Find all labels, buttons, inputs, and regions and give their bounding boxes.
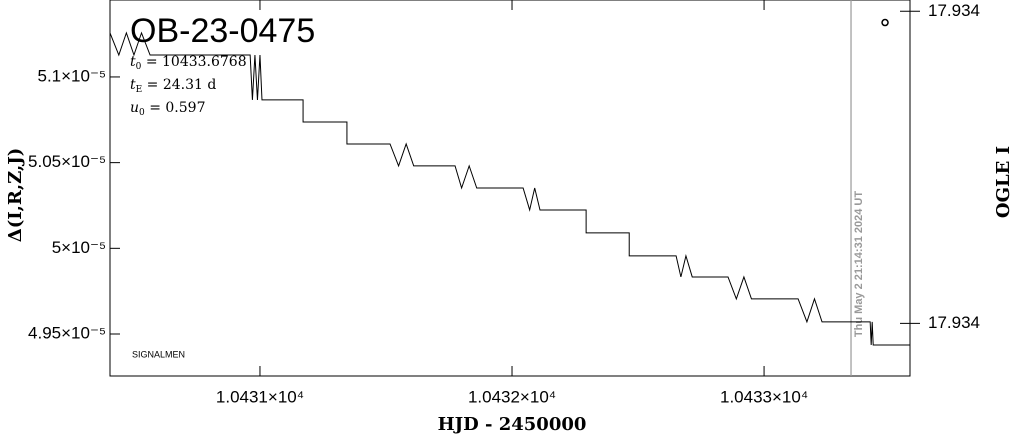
y2-axis-label: OGLE I xyxy=(993,146,1014,218)
param-symbol: t xyxy=(130,77,136,93)
data-point xyxy=(881,18,889,27)
param-value: = 24.31 d xyxy=(142,77,216,93)
param: t0 = 10433.6768 xyxy=(130,54,247,72)
credit: SIGNALMEN xyxy=(132,349,185,359)
y-tick-label: 5.1×10⁻⁵ xyxy=(38,66,107,85)
param-symbol: t xyxy=(130,54,136,70)
y-tick-label: 5.05×10⁻⁵ xyxy=(28,152,106,171)
x-tick-label: 1.0431×10⁴ xyxy=(216,387,304,406)
x-axis-label: HJD - 2450000 xyxy=(438,414,587,434)
y-axis-label: Δ(I,R,Z,J) xyxy=(5,148,26,243)
param-value: = 0.597 xyxy=(145,100,206,116)
param: u0 = 0.597 xyxy=(130,100,205,118)
y2-tick-label: 17.934 xyxy=(928,1,980,20)
param-symbol: u xyxy=(130,100,139,116)
light-curve xyxy=(109,31,910,346)
param-subscript: 0 xyxy=(136,62,142,72)
param-subscript: 0 xyxy=(139,108,145,118)
x-tick-label: 1.0432×10⁴ xyxy=(468,387,556,406)
x-tick-label: 1.0433×10⁴ xyxy=(720,387,808,406)
plot-frame xyxy=(109,0,911,377)
y2-tick-label: 17.934 xyxy=(928,313,980,332)
param: tE = 24.31 d xyxy=(130,77,216,95)
param-value: = 10433.6768 xyxy=(141,54,246,70)
param-subscript: E xyxy=(136,85,143,95)
y-tick-label: 5×10⁻⁵ xyxy=(52,238,106,257)
chart-title: OB-23-0475 xyxy=(130,12,315,50)
y-tick-label: 4.95×10⁻⁵ xyxy=(28,323,106,342)
now-label: Thu May 2 21:14:31 2024 UT xyxy=(853,191,865,337)
